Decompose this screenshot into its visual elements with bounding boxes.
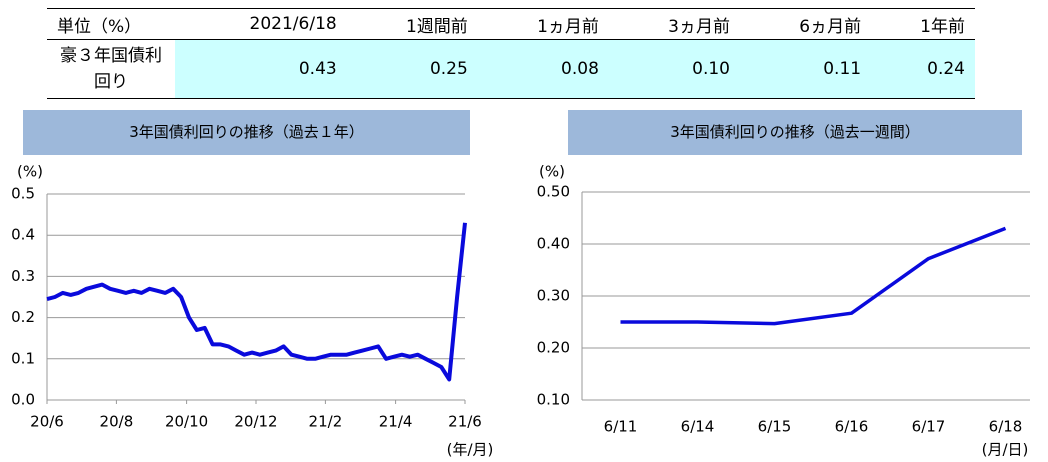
- x-tick-label: 20/8: [100, 413, 134, 431]
- x-tick-label: 20/6: [30, 413, 64, 431]
- table-cell: 単位（%）: [47, 8, 175, 40]
- x-axis-label: (年/月): [447, 441, 494, 459]
- table-cell: 1年前: [871, 8, 975, 40]
- table-cell: 0.25: [346, 39, 478, 99]
- y-tick-label: 0.20: [537, 339, 570, 357]
- table-cell: 0.11: [739, 39, 872, 99]
- table-cell: 豪３年国債利回り: [47, 39, 175, 99]
- y-tick-label: 0.30: [537, 287, 570, 305]
- x-tick-label: 20/10: [165, 413, 208, 431]
- x-tick-label: 6/17: [912, 418, 946, 436]
- table-cell: 2021/6/18: [175, 8, 347, 40]
- x-tick-label: 6/11: [604, 418, 638, 436]
- yield-table: 単位（%） 2021/6/18 1週間前 1ヵ月前 3ヵ月前 6ヵ月前 1年前 豪３年国債利回…: [47, 8, 975, 99]
- x-tick-label: 21/6: [448, 413, 482, 431]
- y-tick-label: 0.2: [11, 308, 35, 326]
- y-axis-label: (%): [539, 163, 565, 181]
- y-tick-label: 0.4: [11, 226, 35, 244]
- x-axis-label: (月/日): [982, 441, 1029, 459]
- y-tick-label: 0.5: [11, 185, 35, 203]
- data-line: [46, 222, 467, 382]
- y-tick-label: 0.1: [11, 349, 35, 367]
- x-tick-label: 6/15: [758, 418, 792, 436]
- x-tick-label: 21/4: [379, 413, 413, 431]
- chart-title: 3年国債利回りの推移（過去一週間）: [670, 123, 920, 141]
- table-cell: 0.08: [477, 39, 609, 99]
- table-cell: 0.24: [871, 39, 975, 99]
- x-tick-label: 6/18: [989, 418, 1023, 436]
- data-line: [620, 226, 1007, 326]
- chart-title: 3年国債利回りの推移（過去１年）: [129, 123, 364, 141]
- table-cell: 0.43: [175, 39, 347, 99]
- y-tick-label: 0.0: [11, 391, 35, 409]
- x-tick-label: 21/2: [309, 413, 343, 431]
- table-cell: 1週間前: [346, 8, 478, 40]
- y-tick-label: 0.50: [537, 183, 570, 201]
- table-cell: 3ヵ月前: [608, 8, 740, 40]
- y-axis-label: (%): [17, 163, 43, 181]
- title-box: [23, 110, 470, 155]
- table-row: 豪３年国債利回り 0.43 0.25 0.08 0.10 0.11 0.24: [47, 39, 975, 99]
- x-tick-label: 20/12: [234, 413, 277, 431]
- y-tick-label: 0.10: [537, 391, 570, 409]
- table-cell: 1ヵ月前: [477, 8, 609, 40]
- y-tick-label: 0.40: [537, 235, 570, 253]
- y-tick-label: 0.3: [11, 267, 35, 285]
- title-box: [568, 110, 1022, 155]
- table-cell: 0.10: [608, 39, 740, 99]
- table-row: 単位（%） 2021/6/18 1週間前 1ヵ月前 3ヵ月前 6ヵ月前 1年前: [47, 8, 975, 40]
- x-tick-label: 6/16: [835, 418, 869, 436]
- x-tick-label: 6/14: [681, 418, 715, 436]
- table-cell: 6ヵ月前: [739, 8, 872, 40]
